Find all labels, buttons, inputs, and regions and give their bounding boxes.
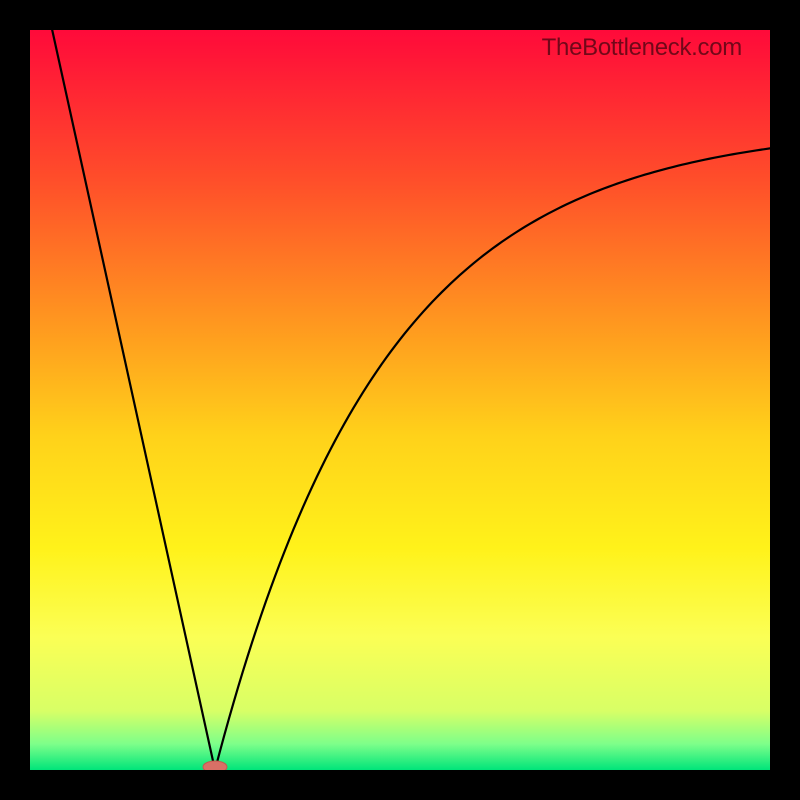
chart-background xyxy=(30,30,770,770)
optimum-marker xyxy=(203,761,227,770)
bottleneck-chart xyxy=(30,30,770,770)
chart-frame: TheBottleneck.com xyxy=(0,0,800,800)
watermark-text: TheBottleneck.com xyxy=(542,34,742,62)
plot-area: TheBottleneck.com xyxy=(30,30,770,770)
